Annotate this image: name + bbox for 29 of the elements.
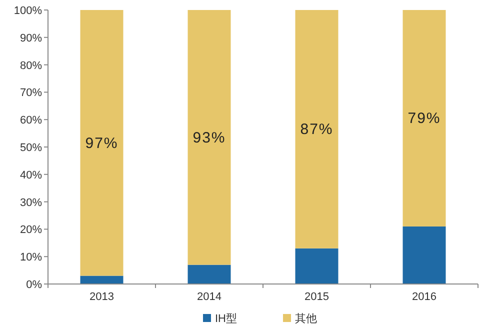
data-label: 87% [300,121,334,138]
y-tick-label: 80% [20,60,42,72]
bar [402,10,446,226]
x-tick-label: 2013 [90,291,114,303]
y-tick-label: 60% [20,114,42,127]
bar [80,276,124,284]
y-tick-label: 30% [20,196,42,209]
y-tick-label: 0% [26,279,42,291]
x-tick-label: 2016 [412,291,436,303]
y-tick-label: 100% [14,5,42,17]
y-tick-label: 70% [20,87,42,100]
bar [80,10,124,276]
bar [295,10,338,248]
data-label: 93% [192,129,226,146]
y-tick-label: 40% [20,169,42,182]
y-tick-label: 10% [20,252,42,264]
bar [188,264,231,284]
data-label: 97% [85,134,118,152]
x-tick-label: 2014 [197,291,222,303]
legend-label: 其他 [295,312,317,325]
x-tick-label: 2015 [304,291,329,303]
y-tick-label: 20% [20,224,42,236]
y-tick-label: 90% [20,32,42,44]
legend-label: IH型 [215,313,237,325]
data-label: 79% [408,110,441,128]
bar [295,248,338,284]
bar [188,10,231,265]
y-tick-label: 50% [20,142,42,154]
bar [402,226,446,284]
